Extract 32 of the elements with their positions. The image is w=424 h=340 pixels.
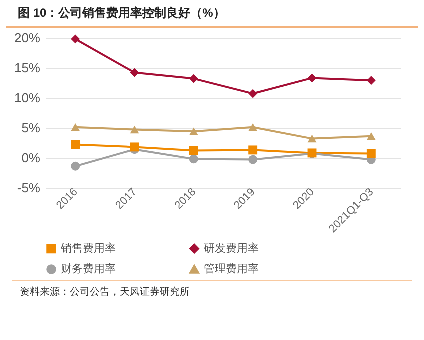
point <box>189 128 198 136</box>
point <box>71 124 80 132</box>
legend-label: 销售费用率 <box>60 242 116 255</box>
y-tick-label: 5% <box>22 120 41 136</box>
text: 资料来源：公司公告，天风证券研究所 <box>20 286 191 299</box>
point <box>248 124 258 132</box>
point <box>130 126 140 134</box>
point <box>71 140 80 150</box>
point <box>71 162 80 171</box>
chart-title: 图 10：公司销售费用率控制良好（%） <box>6 0 418 28</box>
point <box>71 34 80 44</box>
legend-label: 管理费用率 <box>204 262 259 276</box>
point <box>248 89 258 98</box>
point <box>189 74 198 84</box>
point <box>130 142 140 152</box>
point <box>366 76 376 86</box>
point <box>130 68 140 78</box>
point <box>366 149 376 158</box>
y-tick-label: 0% <box>22 150 41 166</box>
legend-label: 财务费用率 <box>61 262 116 276</box>
point <box>189 146 198 156</box>
point <box>189 154 198 164</box>
legend-label: 研发费用率 <box>204 242 259 255</box>
point <box>248 146 258 155</box>
y-tick-label: 10% <box>14 90 41 106</box>
point <box>366 132 376 140</box>
y-tick-label: 20% <box>14 30 41 46</box>
point <box>248 155 258 164</box>
point <box>308 134 317 143</box>
y-tick-label: -5% <box>17 180 41 196</box>
y-tick-label: 15% <box>14 60 41 76</box>
point <box>308 74 317 83</box>
